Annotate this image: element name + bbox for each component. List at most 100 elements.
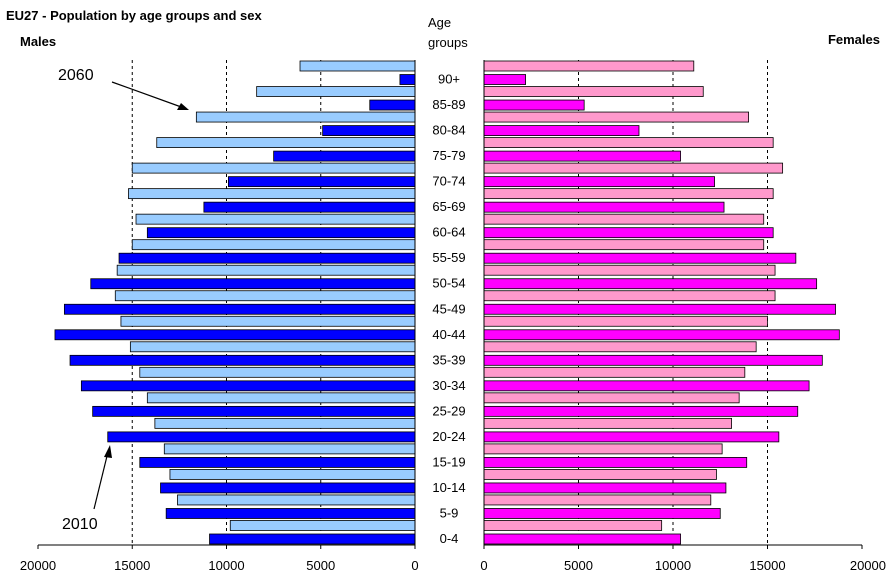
x-tick-labels: 20000 15000 10000 5000 0 0 5000 10000 15000 20000 <box>20 545 886 573</box>
bar-male-2010-25-29 <box>92 405 416 417</box>
bar-female-2060-30-34 <box>483 366 746 378</box>
bar-female-2060-55-59 <box>483 239 765 251</box>
annotation-2060-arrow <box>111 81 185 109</box>
annotation-2010-label: 2010 <box>62 516 98 533</box>
bar-male-2010-5-9 <box>165 508 416 519</box>
age-label-5-9: 5-9 <box>440 505 459 520</box>
age-label-60-64: 60-64 <box>432 225 465 240</box>
bar-female-2060-10-14 <box>483 469 717 480</box>
bar-male-2010-10-14 <box>160 482 416 494</box>
females-label: Females <box>828 32 880 47</box>
bar-male-2060-45-49 <box>114 290 416 302</box>
annotation-2060-arrowhead <box>177 103 189 110</box>
age-label-10-14: 10-14 <box>432 480 465 495</box>
bar-male-2060-75-79 <box>156 137 416 148</box>
bar-female-2010-35-39 <box>483 354 823 366</box>
annotation-2010-arrow <box>93 451 109 510</box>
tick-label-male-0: 0 <box>411 558 418 573</box>
bar-female-2060-20-24 <box>483 417 732 429</box>
bar-male-2010-35-39 <box>69 354 416 366</box>
age-groups-header-line2: groups <box>428 35 468 50</box>
age-label-15-19: 15-19 <box>432 454 465 469</box>
bar-female-2010-15-19 <box>483 457 748 468</box>
annotation-2060-label: 2060 <box>58 67 94 84</box>
bar-female-2060-35-39 <box>483 341 757 353</box>
bar-male-2060-65-69 <box>128 188 416 200</box>
bar-female-2060-80-84 <box>483 111 750 123</box>
bar-male-2010-20-24 <box>107 431 416 443</box>
bars <box>54 60 840 545</box>
bar-female-2060-90+ <box>483 60 695 72</box>
age-label-75-79: 75-79 <box>432 148 465 163</box>
tick-label-male-20000: 20000 <box>20 558 56 573</box>
age-group-labels: 90+ 85-89 80-84 75-79 70-74 65-69 60-64 55-59 50… <box>432 72 465 546</box>
age-label-65-69: 65-69 <box>432 199 465 214</box>
age-label-40-44: 40-44 <box>432 327 465 342</box>
bar-male-2060-0-4 <box>229 520 416 531</box>
bar-female-2010-90+ <box>483 74 526 85</box>
age-label-30-34: 30-34 <box>432 378 465 393</box>
bar-female-2060-70-74 <box>483 162 784 174</box>
bar-female-2010-0-4 <box>483 533 681 545</box>
age-label-50-54: 50-54 <box>432 276 465 291</box>
bar-female-2010-75-79 <box>483 150 681 162</box>
bar-male-2060-20-24 <box>154 417 416 429</box>
age-label-55-59: 55-59 <box>432 250 465 265</box>
bar-female-2010-10-14 <box>483 482 727 494</box>
bar-female-2010-55-59 <box>483 252 797 264</box>
bar-male-2010-80-84 <box>322 125 416 136</box>
bar-male-2010-65-69 <box>203 201 416 213</box>
bar-female-2010-40-44 <box>483 329 840 341</box>
chart-title: EU27 - Population by age groups and sex <box>6 8 262 23</box>
bar-female-2010-50-54 <box>483 278 818 290</box>
age-label-45-49: 45-49 <box>432 301 465 316</box>
annotation-2010: 2010 <box>62 445 112 533</box>
age-label-70-74: 70-74 <box>432 174 465 189</box>
tick-label-female-20000: 20000 <box>850 558 886 573</box>
tick-label-male-10000: 10000 <box>208 558 244 573</box>
tick-label-male-15000: 15000 <box>114 558 150 573</box>
bar-male-2060-70-74 <box>131 162 416 174</box>
age-label-0-4: 0-4 <box>440 531 459 546</box>
bar-female-2060-5-9 <box>483 494 712 506</box>
bar-female-2060-65-69 <box>483 188 774 200</box>
bar-male-2060-85-89 <box>256 86 416 97</box>
bar-female-2060-75-79 <box>483 137 774 148</box>
bar-male-2060-30-34 <box>139 366 416 378</box>
bar-female-2060-40-44 <box>483 315 768 327</box>
age-label-80-84: 80-84 <box>432 123 465 138</box>
bar-male-2010-50-54 <box>90 278 416 290</box>
bar-male-2010-85-89 <box>369 99 416 111</box>
bar-female-2010-70-74 <box>483 176 715 188</box>
annotation-2060: 2060 <box>58 67 189 110</box>
bar-male-2010-15-19 <box>139 457 416 468</box>
age-label-25-29: 25-29 <box>432 403 465 418</box>
bar-male-2060-90+ <box>299 60 416 72</box>
bar-male-2010-70-74 <box>227 176 416 188</box>
age-label-20-24: 20-24 <box>432 429 465 444</box>
bar-male-2010-90+ <box>399 74 416 85</box>
bar-male-2010-55-59 <box>118 252 416 264</box>
bar-male-2010-30-34 <box>80 380 416 392</box>
tick-label-female-5000: 5000 <box>564 558 593 573</box>
age-label-85-89: 85-89 <box>432 97 465 112</box>
bar-female-2060-50-54 <box>483 264 776 276</box>
bar-female-2010-65-69 <box>483 201 725 213</box>
bar-male-2060-40-44 <box>120 315 416 327</box>
bar-female-2010-25-29 <box>483 405 799 417</box>
bar-male-2010-0-4 <box>209 533 416 545</box>
bar-male-2010-60-64 <box>146 227 416 239</box>
bar-male-2060-15-19 <box>163 443 416 455</box>
age-groups-header-line1: Age <box>428 15 451 30</box>
bar-female-2010-85-89 <box>483 99 585 111</box>
tick-label-female-15000: 15000 <box>749 558 785 573</box>
bar-female-2060-15-19 <box>483 443 723 455</box>
bar-male-2010-75-79 <box>273 150 416 162</box>
bar-male-2060-35-39 <box>129 341 416 353</box>
bar-male-2060-25-29 <box>146 392 416 404</box>
bar-male-2010-45-49 <box>63 303 416 315</box>
tick-label-male-5000: 5000 <box>306 558 335 573</box>
bar-male-2060-60-64 <box>135 213 416 225</box>
bar-female-2010-20-24 <box>483 431 780 443</box>
